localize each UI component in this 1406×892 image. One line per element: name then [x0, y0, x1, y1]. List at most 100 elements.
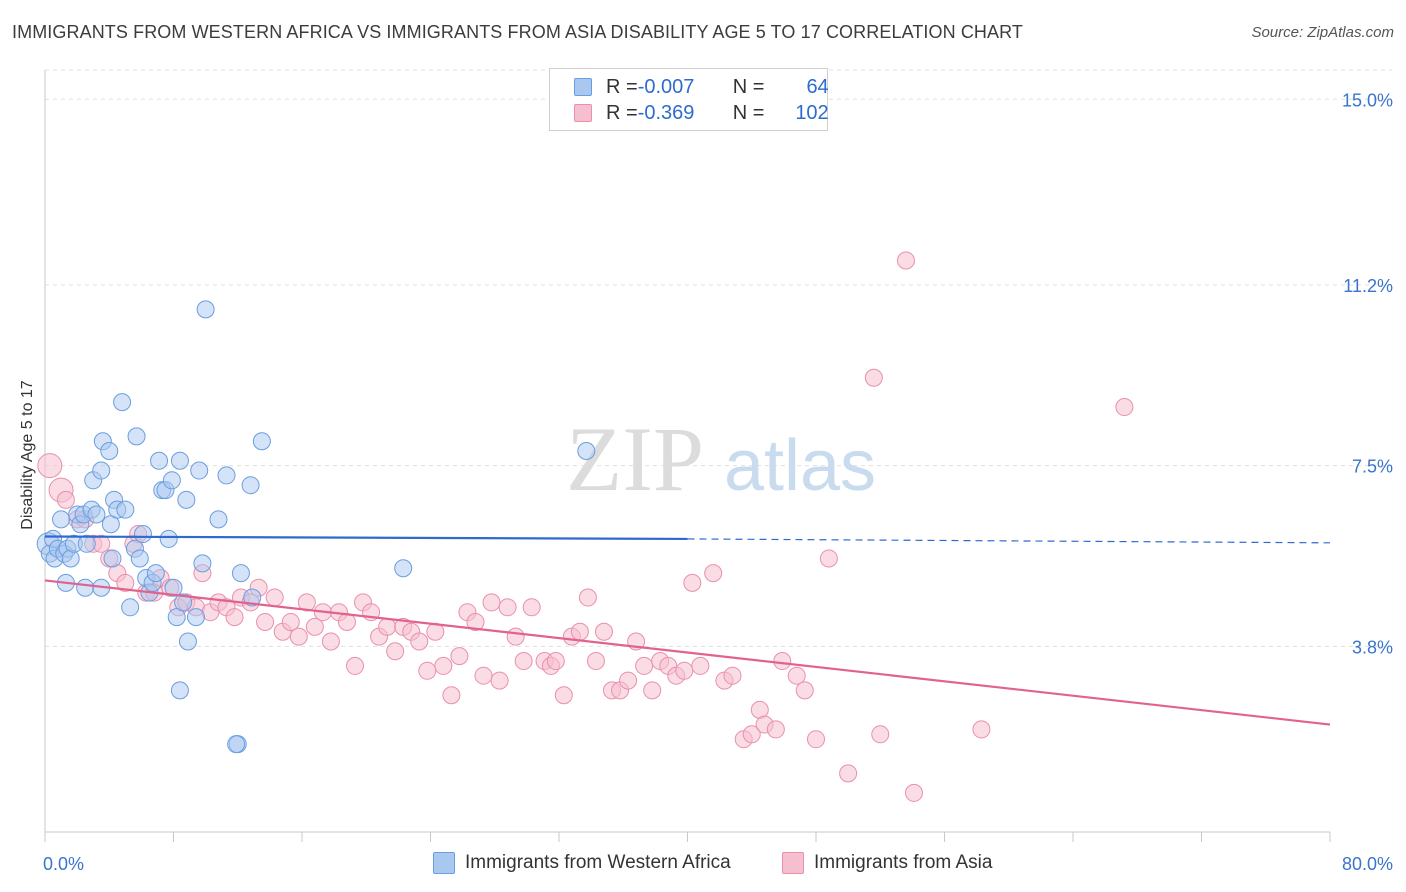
data-point-asia	[474, 666, 493, 685]
data-point-western-africa	[121, 598, 140, 617]
data-point-asia	[410, 632, 429, 651]
data-point-asia	[904, 783, 923, 802]
data-point-western-africa	[52, 510, 71, 529]
data-point-western-africa	[394, 559, 413, 578]
data-point-asia	[594, 622, 613, 641]
data-point-asia	[386, 642, 405, 661]
data-point-asia	[742, 725, 761, 744]
data-point-western-africa	[130, 549, 149, 568]
series-western-africa-points	[36, 300, 596, 754]
data-point-asia	[643, 681, 662, 700]
data-point-western-africa	[103, 549, 122, 568]
data-point-asia	[723, 666, 742, 685]
data-point-asia	[56, 490, 75, 509]
legend-r-value: -0.007	[637, 75, 695, 98]
data-point-western-africa	[178, 632, 197, 651]
data-point-western-africa	[159, 529, 178, 548]
chart-source: Source: ZipAtlas.com	[1251, 24, 1394, 41]
data-point-asia	[787, 666, 806, 685]
legend-n-label: N =	[732, 101, 765, 124]
data-point-western-africa	[127, 427, 146, 446]
bottom-legend-label: Immigrants from Western Africa	[465, 852, 731, 873]
data-point-western-africa	[87, 505, 106, 524]
data-point-asia	[434, 656, 453, 675]
data-point-asia	[450, 647, 469, 666]
data-point-asia	[675, 661, 694, 680]
data-point-western-africa	[209, 510, 228, 529]
data-point-western-africa	[162, 471, 181, 490]
bottom-legend-asia: Immigrants from Asia	[782, 852, 992, 874]
data-point-asia	[691, 656, 710, 675]
legend-r-value: -0.369	[637, 101, 695, 124]
data-point-asia	[378, 617, 397, 636]
data-point-asia	[972, 720, 991, 739]
data-point-asia	[871, 725, 890, 744]
data-point-western-africa	[177, 490, 196, 509]
data-point-western-africa	[186, 608, 205, 627]
data-point-asia	[1115, 398, 1134, 417]
watermark: ZIP atlas	[566, 408, 876, 510]
data-point-asia	[570, 622, 589, 641]
bottom-legend-western-africa: Immigrants from Western Africa	[433, 852, 731, 874]
legend-n-value: 64	[806, 75, 829, 98]
y-tick-label: 11.2%	[1343, 276, 1393, 296]
data-point-western-africa	[76, 578, 95, 597]
legend-r-label: R =	[606, 101, 638, 124]
bottom-legend-swatch-pink	[782, 852, 804, 874]
legend-r-label: R =	[606, 75, 638, 98]
chart-title: IMMIGRANTS FROM WESTERN AFRICA VS IMMIGR…	[12, 22, 1024, 42]
data-point-asia	[819, 549, 838, 568]
gridlines	[45, 69, 1392, 647]
data-point-asia	[289, 627, 308, 646]
legend-swatch-blue	[574, 78, 592, 96]
data-point-asia	[281, 612, 300, 631]
data-point-western-africa	[577, 442, 596, 460]
correlation-legend: R = -0.007 N = 64 R = -0.369 N = 102	[549, 68, 829, 131]
data-point-asia	[773, 652, 792, 671]
bottom-legend-label: Immigrants from Asia	[814, 852, 993, 873]
data-point-western-africa	[133, 525, 152, 544]
data-point-western-africa	[116, 500, 135, 519]
data-point-western-africa	[92, 461, 111, 480]
data-point-asia	[683, 573, 702, 592]
bottom-legend-swatch-blue	[433, 852, 455, 874]
trend-line-asia	[44, 579, 1331, 726]
data-point-western-africa	[231, 564, 250, 583]
data-point-western-africa	[61, 549, 80, 568]
data-point-asia	[305, 617, 324, 636]
data-point-asia	[418, 661, 437, 680]
data-point-asia	[864, 368, 883, 387]
x-tick-label-max: 80.0%	[1342, 854, 1393, 874]
data-point-asia	[225, 608, 244, 627]
watermark-atlas: atlas	[724, 426, 876, 506]
data-point-asia	[506, 627, 525, 646]
data-point-western-africa	[227, 735, 246, 754]
data-point-asia	[37, 453, 63, 479]
data-point-asia	[498, 598, 517, 617]
data-point-asia	[635, 656, 654, 675]
trend-lines	[44, 535, 1331, 726]
data-point-asia	[522, 598, 541, 617]
data-point-asia	[704, 564, 723, 583]
data-point-asia	[482, 593, 501, 612]
data-point-western-africa	[164, 578, 183, 597]
data-point-asia	[586, 652, 605, 671]
data-point-western-africa	[243, 588, 262, 607]
series-asia-points	[37, 251, 1134, 802]
data-point-western-africa	[190, 461, 209, 480]
data-point-asia	[546, 652, 565, 671]
data-point-asia	[265, 588, 284, 607]
y-tick-label: 15.0%	[1342, 90, 1393, 110]
data-point-asia	[578, 588, 597, 607]
data-point-asia	[896, 251, 915, 270]
tick-labels: 3.8% 7.5% 11.2% 15.0% 0.0% 80.0%	[43, 90, 1393, 874]
data-point-asia	[619, 671, 638, 690]
legend-row-western-africa: R = -0.007 N = 64	[574, 75, 829, 99]
y-axis-label: Disability Age 5 to 17	[19, 380, 36, 530]
data-point-asia	[839, 764, 858, 783]
legend-n-value: 102	[795, 101, 829, 124]
x-tick-label-min: 0.0%	[43, 854, 84, 874]
data-point-western-africa	[252, 432, 271, 451]
data-point-asia	[256, 612, 275, 631]
